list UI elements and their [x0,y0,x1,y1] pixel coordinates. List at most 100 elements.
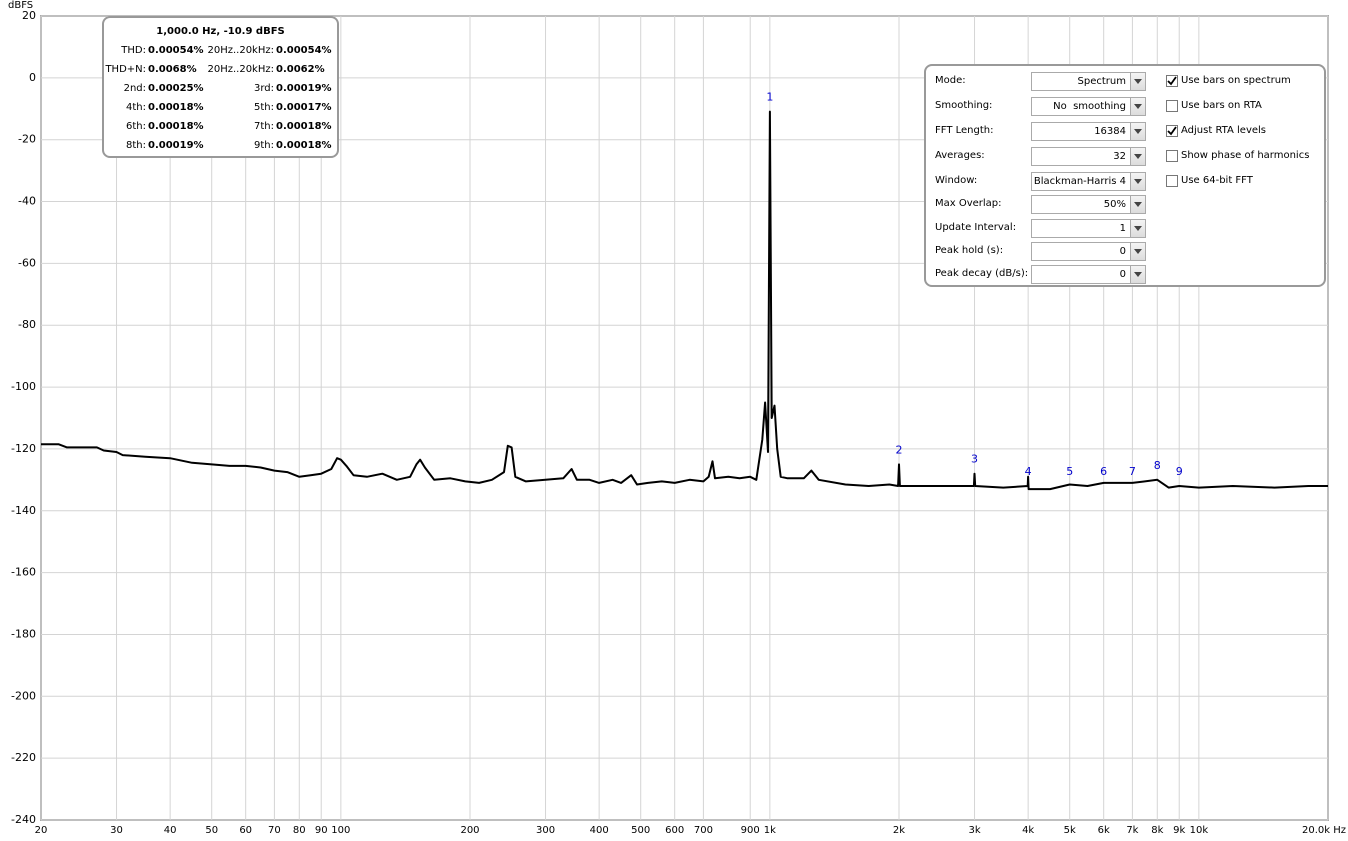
arrow-icon [1134,249,1142,254]
x-tick-label: 1k [764,825,776,836]
dropdown-button[interactable] [1130,265,1146,284]
harmonic-marker: 3 [971,453,978,466]
dropdown[interactable]: 50% [1031,195,1131,214]
x-tick-label: 20 [35,825,48,836]
field-label: Averages: [935,150,985,161]
dropdown-button[interactable] [1130,147,1146,166]
checkbox[interactable] [1166,175,1178,187]
dropdown-value: 1 [1119,223,1126,234]
x-tick-label: 80 [293,825,306,836]
spectrum-line [41,110,1328,491]
info-value: 0.00018% [148,121,204,132]
arrow-icon [1134,179,1142,184]
dropdown-value: 0 [1119,269,1126,280]
y-tick-label: -80 [18,318,36,331]
arrow-icon [1134,202,1142,207]
info-label: 8th: [126,140,146,151]
info-title: 1,000.0 Hz, -10.9 dBFS [156,26,285,37]
settings-panel: Mode: Spectrum Smoothing: No smoothing FFT L… [924,64,1326,287]
info-label: 2nd: [123,83,146,94]
dropdown[interactable]: 16384 [1031,122,1131,141]
x-tick-label: 300 [536,825,555,836]
check-mark [1167,126,1177,136]
info-value: 0.00018% [276,121,332,132]
arrow-icon [1134,129,1142,134]
info-value: 0.0068% [148,64,197,75]
x-tick-label: 5k [1064,825,1076,836]
y-tick-label: -100 [11,380,36,393]
dropdown-value: 32 [1113,151,1126,162]
checkbox[interactable] [1166,75,1178,87]
checkbox-label: Use 64-bit FFT [1181,175,1253,186]
y-tick-label: -60 [18,256,36,269]
dropdown-button[interactable] [1130,172,1146,191]
checkbox[interactable] [1166,150,1178,162]
x-tick-label: 500 [631,825,650,836]
dropdown-value: 0 [1119,246,1126,257]
harmonic-marker: 1 [766,91,773,104]
arrow-icon [1134,272,1142,277]
dropdown[interactable]: 1 [1031,219,1131,238]
info-value: 0.00054% [276,45,332,56]
checkbox[interactable] [1166,100,1178,112]
dropdown-value: Spectrum [1077,76,1126,87]
arrow-icon [1134,226,1142,231]
info-value: 0.0062% [276,64,325,75]
dropdown[interactable]: 0 [1031,242,1131,261]
harmonic-marker: 8 [1154,459,1161,472]
dropdown[interactable]: 0 [1031,265,1131,284]
y-tick-label: -140 [11,504,36,517]
y-tick-label: -240 [11,813,36,826]
harmonic-marker: 4 [1025,465,1032,478]
x-tick-label: 9k [1173,825,1185,836]
info-value: 0.00018% [148,102,204,113]
info-label: 20Hz..20kHz: [207,64,274,75]
harmonic-marker: 5 [1066,465,1073,478]
checkbox-label: Use bars on RTA [1181,100,1262,111]
field-label: Window: [935,175,978,186]
y-tick-label: 0 [29,71,36,84]
checkbox[interactable] [1166,125,1178,137]
dropdown-button[interactable] [1130,72,1146,91]
dropdown[interactable]: 32 [1031,147,1131,166]
x-tick-label: 100 [331,825,350,836]
x-tick-label: 30 [110,825,123,836]
y-tick-label: -200 [11,689,36,702]
x-tick-label: 200 [460,825,479,836]
x-tick-label: 7k [1126,825,1138,836]
y-tick-label: -180 [11,627,36,640]
dropdown-value: No smoothing [1053,101,1126,112]
arrow-icon [1134,104,1142,109]
dropdown-button[interactable] [1130,97,1146,116]
info-label: 6th: [126,121,146,132]
info-box: 1,000.0 Hz, -10.9 dBFS THD: 0.00054% 20Hz..… [102,16,339,158]
y-tick-label: -120 [11,442,36,455]
x-tick-label: 90 [315,825,328,836]
dropdown-button[interactable] [1130,242,1146,261]
dropdown[interactable]: No smoothing [1031,97,1131,116]
info-label: THD+N: [105,64,146,75]
x-tick-label: 400 [590,825,609,836]
dropdown[interactable]: Spectrum [1031,72,1131,91]
arrow-icon [1134,154,1142,159]
dropdown[interactable]: Blackman-Harris 4 [1031,172,1131,191]
dropdown-button[interactable] [1130,219,1146,238]
dropdown-button[interactable] [1130,195,1146,214]
x-tick-label: 70 [268,825,281,836]
y-tick-label: 20 [22,9,36,22]
x-tick-label: 40 [164,825,177,836]
x-tick-label: 700 [694,825,713,836]
info-value: 0.00025% [148,83,204,94]
field-label: Update Interval: [935,222,1017,233]
x-tick-label: 60 [239,825,252,836]
x-tick-label: 20.0k Hz [1302,825,1346,836]
x-tick-label: 8k [1151,825,1163,836]
info-label: THD: [121,45,146,56]
info-value: 0.00017% [276,102,332,113]
field-label: Peak decay (dB/s): [935,268,1029,279]
dropdown-button[interactable] [1130,122,1146,141]
field-label: FFT Length: [935,125,994,136]
harmonic-marker: 7 [1129,465,1136,478]
x-tick-label: 10k [1190,825,1209,836]
field-label: Peak hold (s): [935,245,1004,256]
